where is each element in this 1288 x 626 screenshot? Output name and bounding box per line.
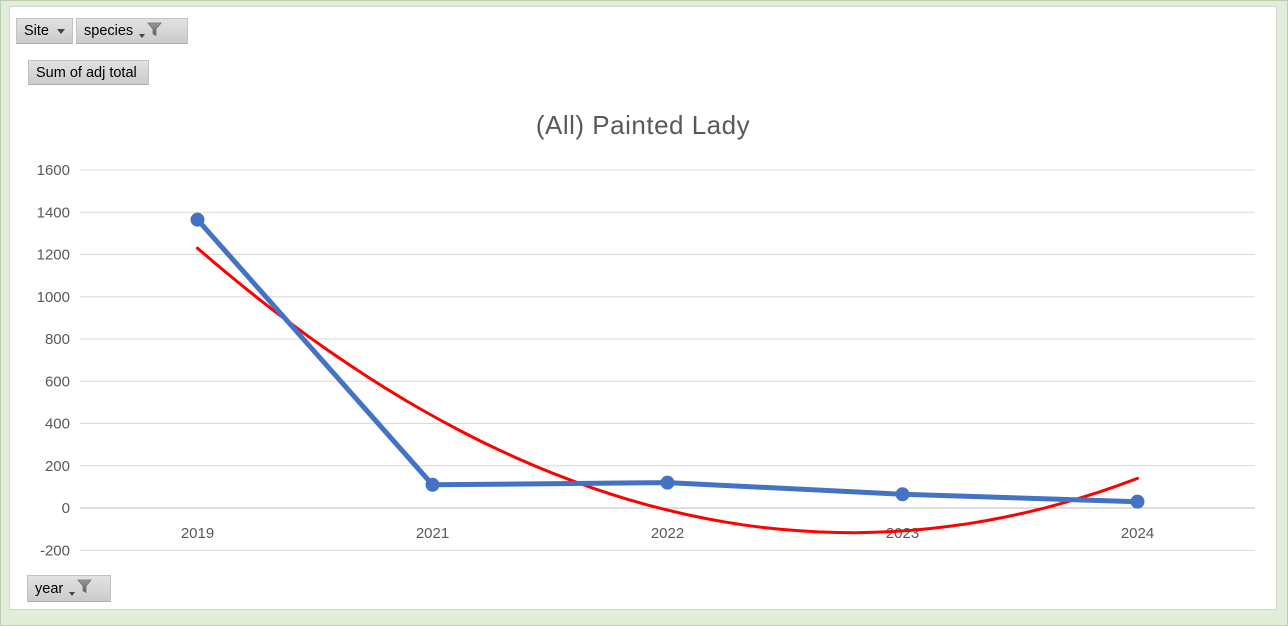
x-tick-label: 2019	[181, 525, 214, 542]
site-filter-button[interactable]: Site	[16, 18, 73, 44]
series-marker	[660, 475, 675, 490]
species-filter-button[interactable]: species	[76, 18, 188, 44]
y-tick-label: 800	[45, 331, 70, 348]
filter-funnel-icon	[147, 22, 163, 41]
series-marker	[425, 477, 440, 492]
y-tick-label: 1400	[37, 204, 70, 221]
y-tick-label: 200	[45, 458, 70, 475]
x-tick-label: 2021	[416, 525, 449, 542]
year-filter-button[interactable]: year	[27, 575, 111, 602]
series-marker	[895, 487, 910, 502]
value-field-label: Sum of adj total	[36, 64, 137, 81]
site-filter-label: Site	[24, 23, 49, 39]
y-tick-label: 1600	[37, 162, 70, 179]
x-tick-label: 2022	[651, 525, 684, 542]
year-filter-label: year	[35, 580, 64, 597]
pivot-chart-card[interactable]: Site species Sum of adj total (All) Pain…	[9, 6, 1277, 610]
chart-plot-area[interactable]: -200 0 200 400 600 800 1000 1200 1400 1600 2019 202…	[10, 7, 1278, 611]
x-tick-label: 2023	[886, 525, 919, 542]
y-tick-label: 0	[62, 500, 70, 517]
series-line	[195, 217, 1140, 505]
species-filter-label: species	[84, 23, 134, 39]
trendline	[196, 246, 1139, 535]
value-field-button[interactable]: Sum of adj total	[28, 60, 149, 85]
dropdown-arrow-icon	[57, 28, 65, 34]
filter-funnel-icon	[77, 579, 93, 598]
x-tick-label: 2024	[1121, 525, 1154, 542]
y-tick-label: 600	[45, 373, 70, 390]
y-tick-label: 400	[45, 416, 70, 433]
y-tick-label: 1000	[37, 289, 70, 306]
dropdown-arrow-icon	[69, 591, 76, 596]
series-marker	[1130, 494, 1145, 509]
chart-title[interactable]: (All) Painted Lady	[535, 110, 751, 140]
dropdown-arrow-icon	[139, 34, 146, 38]
series-marker	[190, 212, 205, 227]
y-tick-label: -200	[40, 542, 70, 559]
y-tick-label: 1200	[37, 247, 70, 264]
